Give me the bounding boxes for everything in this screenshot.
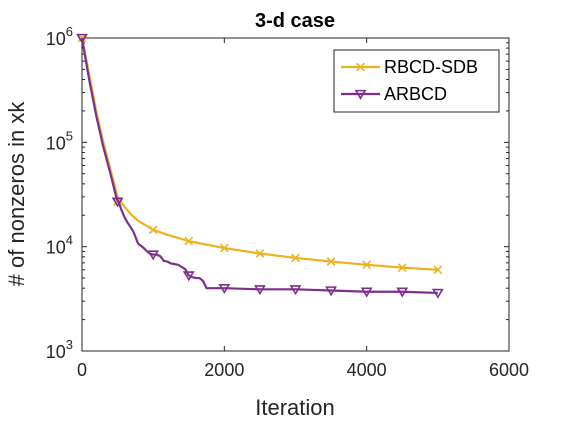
data-point <box>76 33 88 44</box>
legend: RBCD-SDB ARBCD <box>333 49 500 113</box>
data-point <box>396 287 409 298</box>
data-point <box>184 236 194 246</box>
data-point <box>148 225 158 235</box>
legend-label: ARBCD <box>384 84 447 104</box>
x-tick-label: 4000 <box>347 360 387 380</box>
y-tick-label: 105 <box>46 128 73 153</box>
x-axis-label: Iteration <box>255 395 335 420</box>
data-point <box>397 263 407 272</box>
data-point <box>325 286 337 297</box>
y-axis: 103 104 105 106 <box>46 24 509 362</box>
x-tick-label: 2000 <box>204 360 244 380</box>
data-point <box>291 253 300 263</box>
y-tick-label: 104 <box>46 233 73 258</box>
data-point <box>431 288 444 299</box>
legend-label: RBCD-SDB <box>384 57 478 77</box>
data-point <box>182 271 195 282</box>
legend-box <box>333 49 500 113</box>
data-point <box>219 243 229 253</box>
data-point <box>360 287 373 298</box>
data-point <box>362 260 372 270</box>
legend-marker <box>356 62 365 72</box>
legend-marker <box>354 89 367 100</box>
chart-title: 3-d case <box>255 10 335 32</box>
data-point <box>147 250 160 261</box>
y-tick-label: 103 <box>46 337 73 362</box>
data-point <box>218 284 231 295</box>
series-arbcd <box>76 33 444 299</box>
x-axis: 0 2000 4000 6000 <box>77 38 529 380</box>
data-point <box>255 249 265 258</box>
y-axis-label: # of nonzeros in xk <box>4 101 29 287</box>
x-tick-label: 0 <box>77 360 87 380</box>
data-point <box>433 265 443 275</box>
data-point <box>254 285 266 296</box>
x-tick-label: 6000 <box>489 360 529 380</box>
series-layer <box>76 33 444 299</box>
data-point <box>111 197 124 208</box>
y-tick-label: 106 <box>46 24 73 49</box>
series-line <box>80 37 438 295</box>
data-point <box>326 257 336 266</box>
data-point <box>289 285 302 296</box>
